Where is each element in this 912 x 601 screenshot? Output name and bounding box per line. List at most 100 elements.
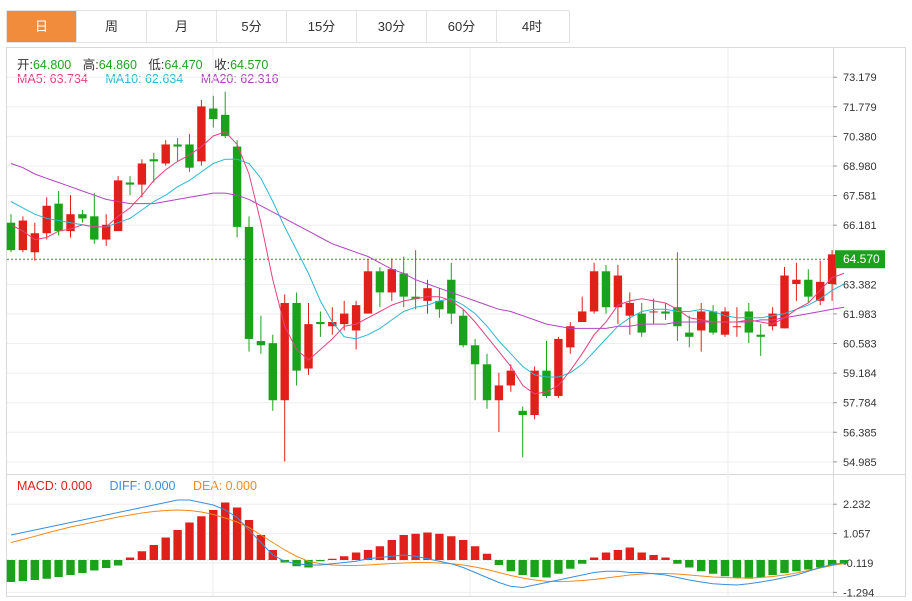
y-tick-label: 60.583 — [843, 339, 877, 351]
macd-bar — [387, 540, 396, 560]
macd-bar — [185, 522, 194, 560]
dea-value-legend: DEA: 0.000 — [193, 479, 257, 493]
candle-body — [411, 296, 420, 299]
tab-0[interactable]: 日 — [7, 11, 77, 42]
y-tick-label: 70.380 — [843, 131, 877, 143]
candle — [244, 216, 254, 352]
candle — [351, 300, 361, 350]
candle — [768, 307, 777, 331]
candle-body — [280, 302, 289, 401]
ma5-legend: MA5: 63.734 — [17, 72, 88, 86]
candle-body — [649, 311, 658, 313]
macd-bar — [470, 546, 480, 560]
macd-bar — [494, 560, 504, 565]
tab-6[interactable]: 60分 — [427, 11, 497, 42]
low-value: 64.470 — [164, 58, 203, 72]
tab-7[interactable]: 4时 — [521, 19, 543, 34]
tab-2[interactable]: 月 — [147, 11, 217, 42]
candle — [292, 292, 301, 386]
candle-body — [554, 338, 563, 397]
candle-body — [54, 203, 63, 232]
candle-body — [423, 288, 432, 301]
candle — [149, 152, 158, 183]
macd-bar — [30, 560, 39, 580]
macd-bar — [375, 546, 385, 560]
macd-bar — [328, 558, 337, 560]
candle — [66, 195, 75, 238]
candle-body — [697, 311, 706, 331]
macd-bar — [173, 530, 182, 560]
macd-bar — [292, 560, 301, 567]
candle — [613, 264, 623, 325]
candle — [30, 222, 39, 261]
macd-bar — [697, 560, 706, 572]
tab-4[interactable]: 15分 — [287, 11, 357, 42]
candle — [90, 193, 99, 244]
tab-3[interactable]: 5分 — [217, 11, 287, 42]
tab-5[interactable]: 30分 — [357, 11, 427, 42]
macd-bar — [256, 535, 266, 560]
macd-bar — [423, 532, 432, 560]
macd-bar — [506, 560, 515, 572]
y-tick-label: 56.385 — [843, 427, 877, 439]
y-tick-label: 73.179 — [843, 72, 877, 84]
candle-body — [292, 302, 301, 371]
tab-1[interactable]: 周 — [77, 11, 147, 42]
candle-body — [756, 334, 765, 337]
candle — [221, 91, 230, 139]
candle — [113, 176, 123, 232]
candle-body — [780, 275, 789, 329]
macd-bar — [768, 560, 777, 575]
candle-body — [18, 220, 28, 251]
macd-bar — [435, 533, 444, 560]
macd-bar — [744, 560, 753, 579]
candle-body — [601, 271, 611, 308]
macd-bar — [482, 553, 492, 560]
candle-body — [340, 313, 349, 325]
macd-bar — [780, 560, 789, 573]
macd-bar — [411, 533, 420, 560]
macd-bar — [221, 502, 230, 560]
candle — [54, 190, 63, 236]
candle — [209, 95, 218, 128]
diff-line — [10, 499, 845, 589]
macd-bar — [447, 536, 456, 560]
candle — [566, 322, 575, 354]
candle-body — [328, 322, 337, 327]
macd-bar — [161, 537, 170, 560]
candle — [363, 258, 373, 314]
macd-bar — [66, 560, 75, 575]
candle — [673, 252, 682, 342]
candle — [459, 309, 468, 348]
panel-divider — [7, 474, 905, 475]
candle-body — [387, 269, 396, 293]
macd-bar — [102, 560, 111, 568]
macd-bar — [340, 556, 349, 560]
candle-body — [351, 305, 361, 331]
candle — [387, 258, 396, 301]
close-label: 收: — [214, 58, 231, 72]
macd-bar — [720, 560, 730, 577]
y-tick-label: 54.985 — [843, 457, 877, 469]
macd-bar — [518, 560, 527, 575]
candle-body — [173, 144, 182, 147]
macd-bar — [589, 557, 599, 560]
y-tick-label: 66.181 — [843, 220, 877, 232]
candle-body — [589, 271, 599, 312]
open-value: 64.800 — [32, 58, 72, 72]
candle-body — [542, 370, 551, 397]
macd-bar — [113, 560, 123, 566]
candle-body — [732, 326, 742, 328]
macd-bar — [542, 560, 551, 578]
ma10-legend: MA10: 62.634 — [105, 72, 184, 86]
candle — [827, 250, 837, 301]
candle — [340, 300, 349, 331]
open-label: 开: — [17, 58, 33, 72]
candle-body — [268, 343, 277, 401]
y-tick-label: 61.983 — [843, 309, 877, 321]
candle — [637, 302, 646, 337]
candle — [399, 256, 408, 308]
candle-body — [399, 273, 408, 297]
candle — [161, 140, 170, 166]
